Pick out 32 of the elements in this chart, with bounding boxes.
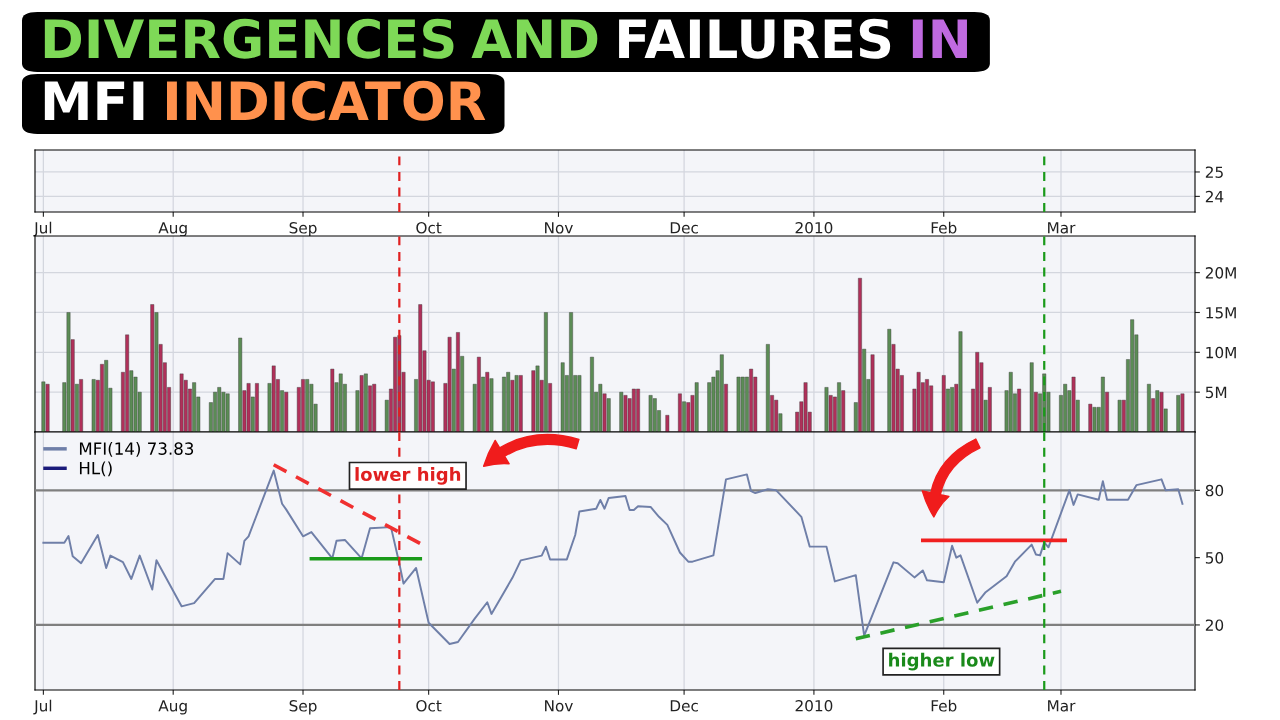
y-tick-label: 50 (1205, 552, 1224, 564)
x-tick-label: Nov (545, 222, 573, 234)
y-tick-label: 15M (1206, 307, 1236, 319)
x-tick-label: Feb (931, 221, 957, 234)
annotation: lower high (355, 467, 461, 485)
x-tick-label: Dec (670, 700, 698, 712)
y-tick-label: 10M (1206, 346, 1236, 359)
x-tick-label: Sep (289, 221, 317, 237)
ref-line-label: HL() (79, 461, 112, 477)
x-tick-label: 2010 (795, 699, 833, 712)
x-tick-label: Aug (158, 700, 187, 715)
y-tick-label: 20 (1205, 619, 1224, 631)
x-tick-label: Mar (1048, 222, 1076, 234)
annotation: higher low (889, 652, 995, 671)
x-tick-label: Jul (33, 221, 52, 237)
x-tick-label: Feb (931, 699, 957, 712)
y-tick-label: 80 (1205, 484, 1224, 497)
y-tick-label: 5M (1205, 386, 1227, 399)
x-tick-label: Aug (158, 222, 187, 237)
x-tick-label: Oct (416, 221, 442, 234)
y-tick-label: 24 (1205, 190, 1224, 203)
y-tick-label: 20M (1205, 267, 1236, 279)
legend-label: MFI(14) 73.83 (79, 442, 194, 457)
y-tick-label: 25 (1205, 166, 1223, 178)
chart-title: DIVERGENCES AND FAILURES IN MFI INDICATOR (44, 18, 967, 121)
x-tick-label: 2010 (795, 221, 833, 234)
x-tick-label: Sep (289, 699, 317, 715)
x-tick-label: Jul (33, 699, 52, 715)
x-tick-label: Nov (545, 700, 573, 712)
x-tick-label: Mar (1048, 700, 1076, 712)
x-tick-label: Oct (416, 699, 442, 712)
x-tick-label: Dec (670, 222, 698, 234)
